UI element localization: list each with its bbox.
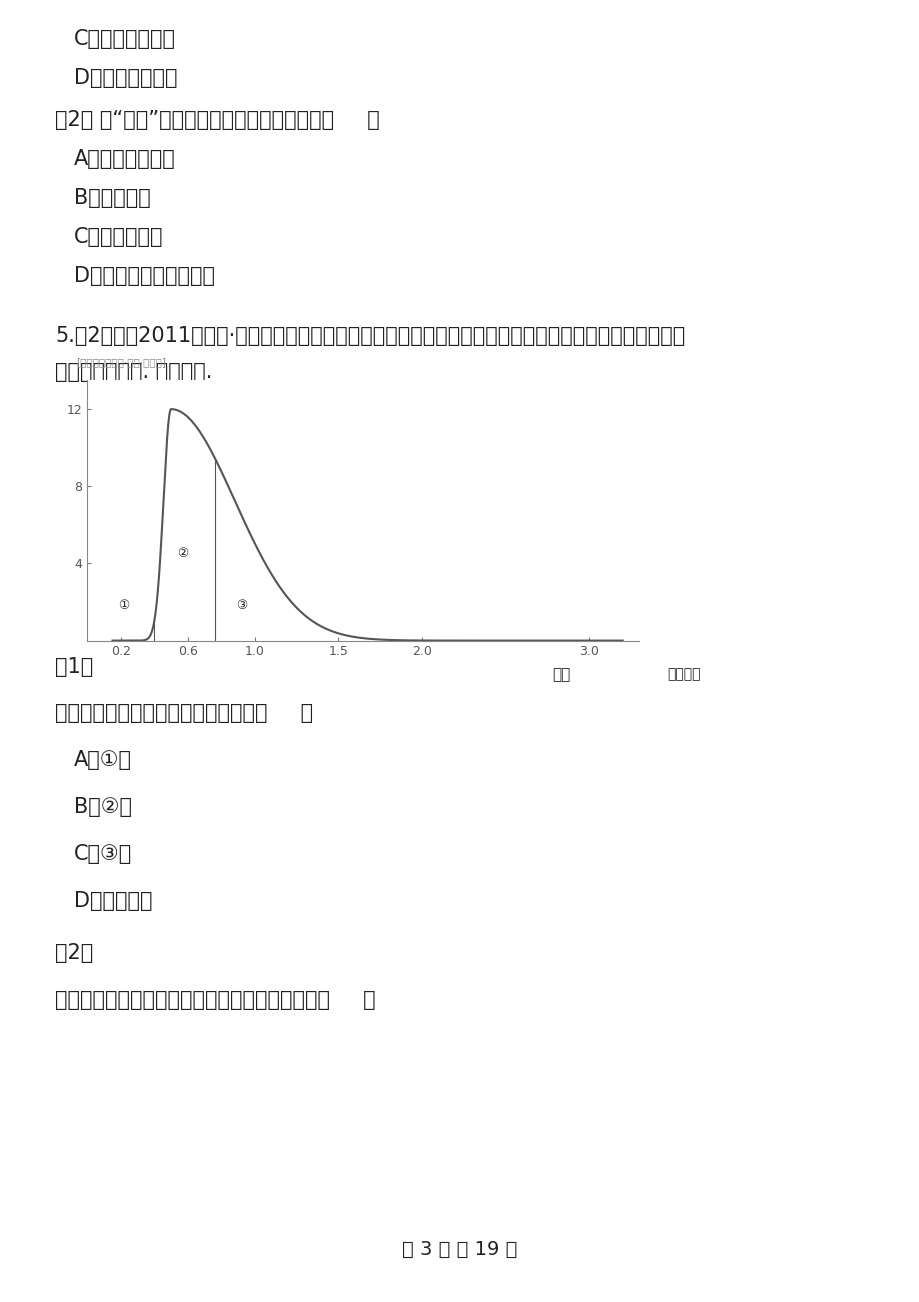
Text: 长范围图（图）. 回答下题.: 长范围图（图）. 回答下题.	[55, 362, 212, 383]
Text: C．太阳辐射增强: C．太阳辐射增强	[74, 29, 176, 49]
Text: 第 3 页 共 19 页: 第 3 页 共 19 页	[402, 1241, 517, 1259]
Text: B．信鲽丢失: B．信鲽丢失	[74, 187, 150, 208]
Text: [焦耳（平方厘米·分钟·微米）]: [焦耳（平方厘米·分钟·微米）]	[76, 357, 166, 367]
Text: 5.（2分）（2011高一上·河北月考）将一张白纸置于阳光下，观察投到纸上的阳光，结合太阳各种辐射的波: 5.（2分）（2011高一上·河北月考）将一张白纸置于阳光下，观察投到纸上的阳光…	[55, 326, 685, 346]
Text: B．②区: B．②区	[74, 797, 131, 818]
Text: ③: ③	[235, 599, 246, 612]
Text: A．①区: A．①区	[74, 750, 131, 771]
Text: D．太阳辐射减弱: D．太阳辐射减弱	[74, 68, 177, 89]
Text: （2） 该“嘱嚎”还可能产生的明显影响不包括（     ）: （2） 该“嘱嚎”还可能产生的明显影响不包括（ ）	[55, 109, 380, 130]
Text: A．短波通讯中断: A．短波通讯中断	[74, 148, 176, 169]
Text: 投射到纸上的阳光，主要属于图中的（     ）: 投射到纸上的阳光，主要属于图中的（ ）	[55, 703, 313, 724]
Text: D．全部区域: D．全部区域	[74, 891, 152, 911]
Text: （2）: （2）	[55, 943, 94, 963]
Text: 有关太阳辐射及其对地球影响的叙述，正确的是（     ）: 有关太阳辐射及其对地球影响的叙述，正确的是（ ）	[55, 990, 376, 1010]
Text: （微米）: （微米）	[666, 668, 699, 681]
Text: C．③区: C．③区	[74, 844, 131, 865]
Text: ②: ②	[177, 547, 188, 560]
Text: D．地球公转速度的变化: D．地球公转速度的变化	[74, 266, 214, 286]
Text: C．指南针失灵: C．指南针失灵	[74, 227, 163, 247]
Text: ①: ①	[119, 599, 130, 612]
Text: 波长: 波长	[552, 667, 570, 682]
Text: （1）: （1）	[55, 656, 94, 677]
